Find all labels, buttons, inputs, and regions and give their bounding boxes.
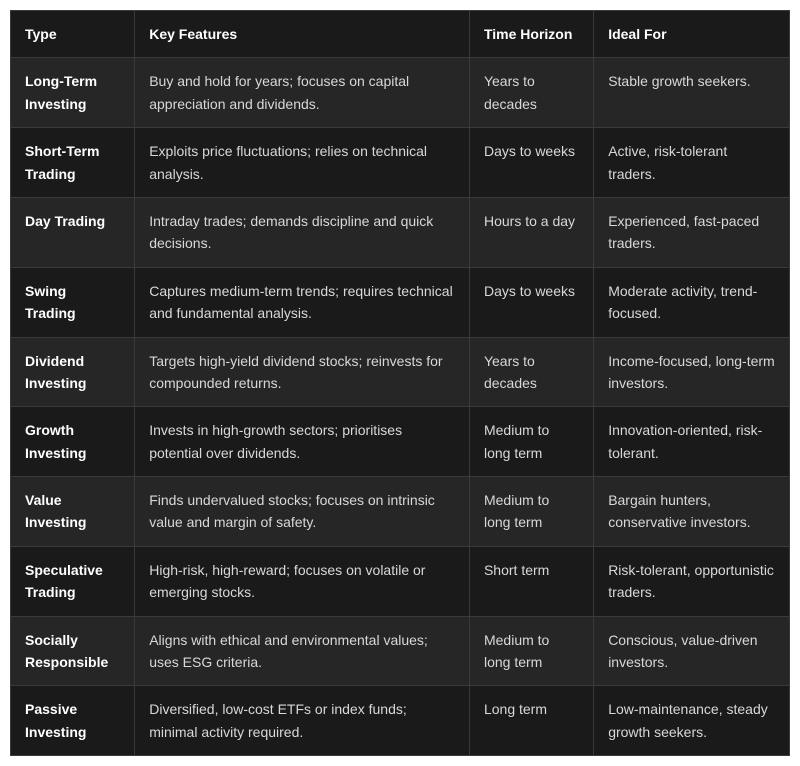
cell-features: Diversified, low-cost ETFs or index fund… — [135, 686, 470, 756]
cell-features: Captures medium-term trends; requires te… — [135, 267, 470, 337]
cell-ideal: Bargain hunters, conservative investors. — [594, 477, 790, 547]
col-header-horizon: Time Horizon — [469, 11, 593, 58]
table-row: Short-Term Trading Exploits price fluctu… — [11, 128, 790, 198]
cell-type: Growth Investing — [11, 407, 135, 477]
cell-ideal: Active, risk-tolerant traders. — [594, 128, 790, 198]
cell-horizon: Short term — [469, 546, 593, 616]
table-row: Dividend Investing Targets high-yield di… — [11, 337, 790, 407]
cell-horizon: Medium to long term — [469, 616, 593, 686]
cell-features: Intraday trades; demands discipline and … — [135, 197, 470, 267]
cell-type: Passive Investing — [11, 686, 135, 756]
table-row: Long-Term Investing Buy and hold for yea… — [11, 58, 790, 128]
cell-features: Buy and hold for years; focuses on capit… — [135, 58, 470, 128]
cell-horizon: Medium to long term — [469, 407, 593, 477]
cell-type: Long-Term Investing — [11, 58, 135, 128]
cell-type: Value Investing — [11, 477, 135, 547]
table-row: Passive Investing Diversified, low-cost … — [11, 686, 790, 756]
table-header-row: Type Key Features Time Horizon Ideal For — [11, 11, 790, 58]
cell-ideal: Innovation-oriented, risk-tolerant. — [594, 407, 790, 477]
table-row: Swing Trading Captures medium-term trend… — [11, 267, 790, 337]
cell-type: Socially Responsible — [11, 616, 135, 686]
cell-ideal: Income-focused, long-term investors. — [594, 337, 790, 407]
cell-features: Targets high-yield dividend stocks; rein… — [135, 337, 470, 407]
cell-ideal: Low-maintenance, steady growth seekers. — [594, 686, 790, 756]
cell-type: Day Trading — [11, 197, 135, 267]
table-row: Socially Responsible Aligns with ethical… — [11, 616, 790, 686]
cell-features: Invests in high-growth sectors; prioriti… — [135, 407, 470, 477]
cell-features: High-risk, high-reward; focuses on volat… — [135, 546, 470, 616]
cell-horizon: Days to weeks — [469, 267, 593, 337]
table-body: Long-Term Investing Buy and hold for yea… — [11, 58, 790, 756]
cell-horizon: Long term — [469, 686, 593, 756]
table-row: Day Trading Intraday trades; demands dis… — [11, 197, 790, 267]
cell-horizon: Days to weeks — [469, 128, 593, 198]
col-header-features: Key Features — [135, 11, 470, 58]
cell-features: Finds undervalued stocks; focuses on int… — [135, 477, 470, 547]
cell-horizon: Medium to long term — [469, 477, 593, 547]
table-row: Speculative Trading High-risk, high-rewa… — [11, 546, 790, 616]
cell-ideal: Conscious, value-driven investors. — [594, 616, 790, 686]
cell-ideal: Moderate activity, trend-focused. — [594, 267, 790, 337]
cell-ideal: Experienced, fast-paced traders. — [594, 197, 790, 267]
cell-features: Aligns with ethical and environmental va… — [135, 616, 470, 686]
table-row: Growth Investing Invests in high-growth … — [11, 407, 790, 477]
cell-type: Dividend Investing — [11, 337, 135, 407]
investment-types-table: Type Key Features Time Horizon Ideal For… — [10, 10, 790, 756]
table-row: Value Investing Finds undervalued stocks… — [11, 477, 790, 547]
cell-type: Swing Trading — [11, 267, 135, 337]
cell-ideal: Risk-tolerant, opportunistic traders. — [594, 546, 790, 616]
cell-type: Short-Term Trading — [11, 128, 135, 198]
cell-horizon: Years to decades — [469, 337, 593, 407]
cell-type: Speculative Trading — [11, 546, 135, 616]
col-header-ideal: Ideal For — [594, 11, 790, 58]
cell-ideal: Stable growth seekers. — [594, 58, 790, 128]
cell-horizon: Hours to a day — [469, 197, 593, 267]
col-header-type: Type — [11, 11, 135, 58]
cell-features: Exploits price fluctuations; relies on t… — [135, 128, 470, 198]
cell-horizon: Years to decades — [469, 58, 593, 128]
